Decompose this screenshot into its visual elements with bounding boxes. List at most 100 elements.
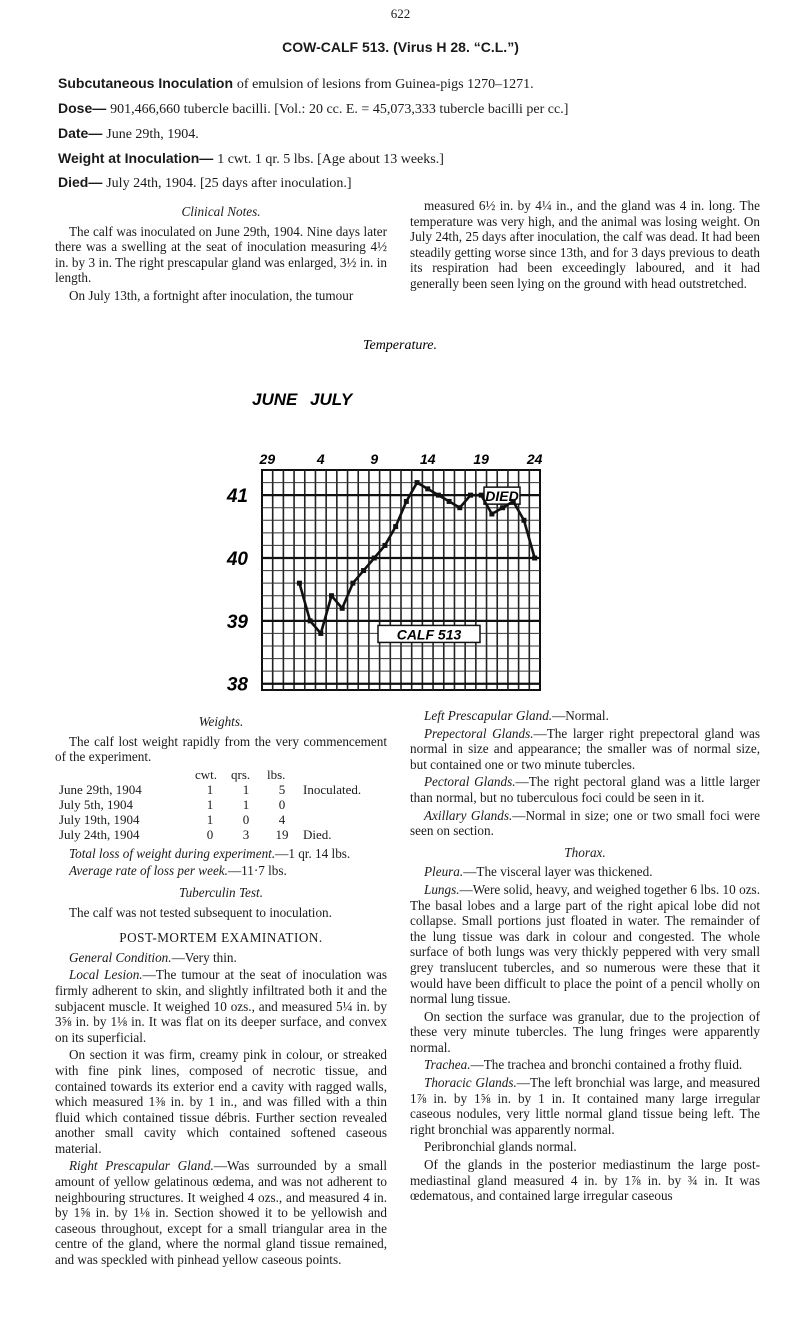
note xyxy=(303,812,367,827)
paragraph: The calf lost weight rapidly from the ve… xyxy=(55,734,387,765)
column-header: lbs. xyxy=(267,766,286,782)
text: Peribronchial glands normal. xyxy=(424,1139,577,1155)
table-row: June 29th, 1904 1 1 5 Inoculated. xyxy=(59,782,367,797)
paragraph: The calf was inoculated on June 29th, 19… xyxy=(55,224,387,286)
y-tick-label: 41 xyxy=(226,486,248,507)
section-heading: POST-MORTEM EXAMINATION. xyxy=(119,930,323,946)
text: The calf was inoculated on June 29th, 19… xyxy=(55,223,387,286)
paragraph: measured 6½ in. by 4¼ in., and the gland… xyxy=(410,198,760,292)
temperature-point xyxy=(329,593,334,599)
temperature-point xyxy=(296,580,302,586)
table-row: July 19th, 1904 1 0 4 xyxy=(59,812,367,827)
label: Weight at Inoculation— xyxy=(58,150,214,166)
cell: 4 xyxy=(278,811,286,827)
title: COW-CALF 513. (Virus H 28. “C.L.”) xyxy=(282,39,519,55)
text: —The left bronchial was large, and measu… xyxy=(410,1075,760,1137)
month-label: JUNE xyxy=(252,390,298,409)
text: —Was surrounded by a small amount of yel… xyxy=(55,1158,387,1268)
temperature-point xyxy=(425,486,431,492)
text: Of the glands in the posterior mediastin… xyxy=(410,1157,760,1204)
paragraph: On section the surface was granular, due… xyxy=(410,1009,760,1056)
text: On section the surface was granular, due… xyxy=(410,1008,760,1055)
cell: 19 xyxy=(275,826,289,842)
paragraph: Lungs.—Were solid, heavy, and weighed to… xyxy=(410,882,760,1007)
lead: Right Prescapular Gland. xyxy=(69,1158,214,1174)
text: The calf was not tested subsequent to in… xyxy=(69,904,332,920)
lead: Pleura. xyxy=(424,864,464,880)
label: Date— xyxy=(58,125,103,141)
header-line: Dose— 901,466,660 tubercle bacilli. [Vol… xyxy=(58,100,568,118)
table-header: cwt. qrs. lbs. xyxy=(59,767,367,782)
paragraph: General Condition.—Very thin. xyxy=(55,950,387,966)
text: —The right pectoral gland was a little l… xyxy=(410,774,760,805)
column: Clinical Notes. The calf was inoculated o… xyxy=(55,198,387,306)
temperature-point xyxy=(403,498,409,504)
text: —Very thin. xyxy=(171,949,237,965)
temperature-point xyxy=(361,568,367,574)
month-label: JULY xyxy=(310,390,354,409)
x-tick-label: 9 xyxy=(370,451,378,467)
text: —Normal. xyxy=(552,708,609,723)
note: Inoculated. xyxy=(303,781,362,797)
paragraph: Left Prescapular Gland.—Normal. xyxy=(410,708,760,724)
text: —The trachea and bronchi contained a fro… xyxy=(470,1057,743,1073)
lead: General Condition. xyxy=(69,949,172,965)
date: July 24th, 1904 xyxy=(59,826,140,842)
section-heading: Tuberculin Test. xyxy=(178,884,264,900)
temperature-point xyxy=(307,618,313,624)
lead: Lungs. xyxy=(424,881,460,897)
y-tick-label: 40 xyxy=(226,549,249,570)
lead: Trachea. xyxy=(424,1057,471,1073)
cell: 0 xyxy=(278,796,286,812)
cell: 1 xyxy=(206,781,214,797)
label: Subcutaneous Inoculation xyxy=(58,75,234,91)
cell: 5 xyxy=(278,781,286,797)
paragraph: Axillary Glands.—Normal in size; one or … xyxy=(410,808,760,839)
temperature-point xyxy=(457,505,463,511)
paragraph: Thoracic Glands.—The left bronchial was … xyxy=(410,1075,760,1137)
column: Left Prescapular Gland.—Normal. Prepector… xyxy=(410,708,760,1206)
paragraph: Prepectoral Glands.—The larger right pre… xyxy=(410,726,760,773)
temperature-point xyxy=(468,492,473,498)
text: June 29th, 1904. xyxy=(106,127,199,142)
temperature-chart: Temperature. JUNE JULY 38 39 40 41 29 4 9 14 19 24 DI… xyxy=(226,338,543,696)
label: Dose— xyxy=(58,100,107,116)
header-line: Weight at Inoculation— 1 cwt. 1 qr. 5 lb… xyxy=(58,150,444,168)
lead: Axillary Glands. xyxy=(424,807,513,823)
y-tick-label: 39 xyxy=(227,612,249,633)
lead: Total loss of weight during experiment. xyxy=(69,845,276,861)
temperature-point xyxy=(393,524,399,530)
paragraph: Of the glands in the posterior mediastin… xyxy=(410,1157,760,1204)
temperature-point xyxy=(446,498,452,504)
cell: 1 xyxy=(242,781,250,797)
text: —The larger right prepectoral gland was … xyxy=(410,725,760,772)
annotation: DIED xyxy=(485,488,518,504)
page-number: 622 xyxy=(390,6,411,21)
column-header: qrs. xyxy=(231,766,251,782)
cell: 3 xyxy=(242,826,250,842)
header-line: Died— July 24th, 1904. [25 days after in… xyxy=(58,174,352,192)
paragraph: Pectoral Glands.—The right pectoral glan… xyxy=(410,774,760,805)
section-heading: Clinical Notes. xyxy=(181,204,261,219)
lead: Local Lesion. xyxy=(69,967,143,983)
lead: Pectoral Glands. xyxy=(424,774,516,790)
temperature-point xyxy=(339,605,345,611)
text: The calf lost weight rapidly from the ve… xyxy=(55,733,387,765)
temperature-point xyxy=(318,630,324,636)
paragraph: Local Lesion.—The tumour at the seat of … xyxy=(55,967,387,1045)
annotation: CALF 513 xyxy=(397,626,462,642)
x-tick-label: 29 xyxy=(259,451,276,467)
paragraph: Average rate of loss per week.—11·7 lbs. xyxy=(55,863,387,879)
header-line: Date— June 29th, 1904. xyxy=(58,125,199,143)
lead: Left Prescapular Gland. xyxy=(424,708,553,723)
paragraph: Right Prescapular Gland.—Was surrounded … xyxy=(55,1158,387,1267)
temperature-point xyxy=(478,492,484,498)
paragraph: The calf was not tested subsequent to in… xyxy=(55,905,387,921)
cell: 1 xyxy=(206,811,214,827)
text: On July 13th, a fortnight after inoculat… xyxy=(69,287,354,303)
column: measured 6½ in. by 4¼ in., and the gland… xyxy=(410,198,760,294)
paragraph: Peribronchial glands normal. xyxy=(410,1139,760,1155)
text: —The tumour at the seat of inoculation w… xyxy=(55,967,387,1045)
x-tick-label: 4 xyxy=(316,451,325,467)
